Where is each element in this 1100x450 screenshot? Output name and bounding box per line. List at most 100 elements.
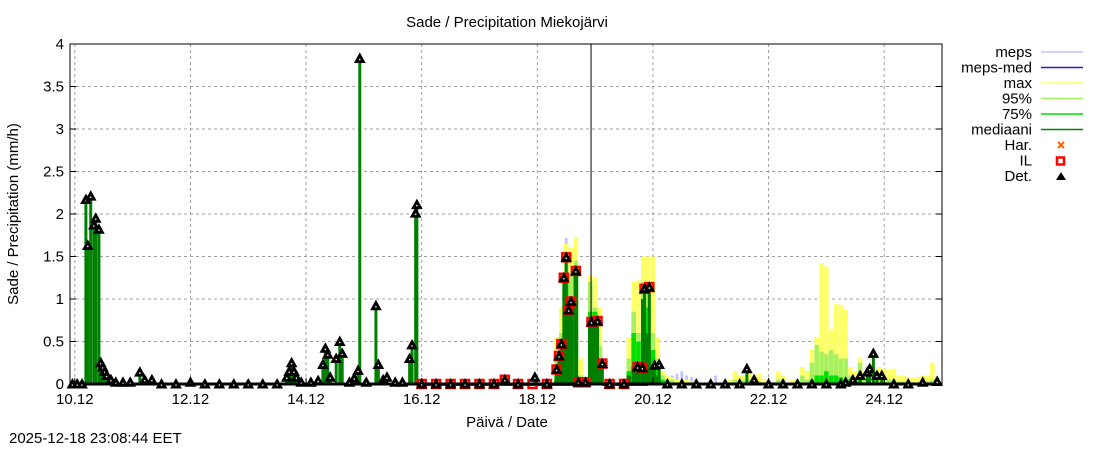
observation-impulse [562,277,566,384]
max-bar [915,377,921,384]
plot-frame [69,43,943,385]
observation-impulse [84,199,88,384]
det-marker [87,219,100,230]
x-tick-label: 18.12 [519,391,557,408]
det-marker-dot [276,384,278,386]
max-bar [674,379,680,384]
det-marker [84,190,97,201]
det-marker-dot [936,381,938,384]
observation-impulse [410,344,414,384]
det-marker [867,347,880,358]
x-tick-label: 20.12 [634,391,672,408]
det-marker [863,362,876,374]
det-marker-dot [416,204,418,207]
det-marker [931,375,944,386]
det-marker-dot [87,245,89,248]
det-marker-dot [563,277,565,280]
p95-bar [886,379,892,384]
observation-impulse [745,368,749,384]
p75-bar [833,375,839,384]
det-marker-dot [139,372,141,374]
det-marker-dot [782,384,784,386]
precipitation-chart: Sade / Precipitation Miekojärvi Sade / P… [5,14,1083,431]
grid [70,44,942,384]
median-bar [592,324,598,384]
p75-bar [631,333,636,384]
det-marker-dot [317,380,319,383]
det-marker-dot [338,341,341,344]
observation-impulse [640,367,644,384]
y-tick-label: 1 [56,291,64,308]
max-bar [838,304,844,384]
observation-impulse [564,257,568,384]
y-tick-label: 4 [56,36,64,53]
det-marker [353,52,366,63]
legend-triangle-icon [1056,172,1066,180]
det-marker-dot [357,370,359,373]
det-marker-dot [623,384,625,386]
det-marker-dot [411,345,413,347]
observation-impulse [374,305,378,384]
p75-bar [824,371,829,384]
det-marker [396,376,409,387]
det-marker-dot [746,368,748,371]
p95-bar [843,358,848,384]
y-tick-label: 1.5 [43,249,64,266]
det-marker [372,358,385,369]
y-tick-label: 2.5 [43,164,64,181]
legend-label: 95% [1002,91,1032,108]
legend-label: mediaani [971,122,1032,139]
max-bar [852,371,858,384]
det-marker-dot [907,384,910,386]
observation-impulse [569,301,573,384]
det-marker-dot [353,378,356,380]
det-marker-dot [233,384,235,386]
det-marker-dot [247,384,250,386]
x-tick-label: 10.12 [56,391,94,408]
det-marker-dot [517,384,519,386]
det-marker-dot [386,377,388,380]
p75-bar [819,375,824,384]
det-marker [89,212,102,223]
observation-impulse [865,372,869,384]
observation-impulse [89,196,93,384]
det-marker-dot [601,363,604,366]
det-marker-dot [666,384,669,386]
observation-impulse [334,358,338,384]
observation-impulse [415,204,419,384]
observation-impulse [555,369,559,384]
det-marker [636,361,649,373]
det-marker [352,364,364,375]
observation-impulse [559,344,563,384]
observation-bars [84,58,939,384]
det-marker-dot [560,344,563,346]
x-tick-label: 22.12 [750,391,788,408]
det-marker-dot [329,377,331,380]
observation-impulse [653,365,657,384]
observation-impulse [574,270,578,384]
det-marker-dot [648,287,651,289]
p75-bar [814,375,820,384]
det-marker-dot [377,364,380,367]
det-marker-dot [326,354,329,357]
det-marker [406,338,418,350]
det-marker-dot [590,322,593,324]
observation-impulse [643,288,647,384]
det-marker-dot [175,384,177,386]
legend-label: meps-med [961,60,1032,77]
det-marker-dot [218,384,221,386]
det-marker-dot [76,384,79,386]
det-marker-dot [859,375,861,378]
y-tick-label: 2 [56,206,64,223]
p95-bar [775,379,781,384]
axis-ticks: 0 0.5 1 1.5 2 2.5 3 3.5 4 10.12 12.12 14.12 16.12 18.… [43,36,942,408]
det-marker [330,352,343,363]
legend-label: Har. [1004,137,1032,154]
det-marker [321,348,334,359]
det-marker [124,376,137,387]
median-bar [631,367,636,384]
max-bar [925,375,930,384]
det-marker [555,338,568,349]
p75-bar [660,379,665,384]
